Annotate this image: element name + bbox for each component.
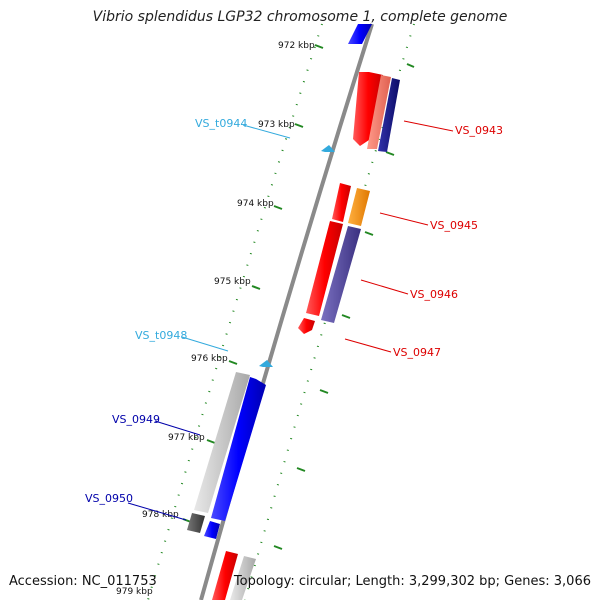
gene-vs0945-red[interactable] (332, 183, 351, 222)
genome-summary: Topology: circular; Length: 3,299,302 bp… (233, 574, 591, 589)
tick-label-977: 977 kbp (168, 433, 205, 443)
map-title: Vibrio splendidus LGP32 chromosome 1, co… (92, 9, 508, 25)
gene-vs0947-red[interactable] (298, 318, 315, 334)
tick-label-976: 976 kbp (191, 354, 228, 364)
tick-label-978: 978 kbp (142, 510, 179, 520)
gene-vs0949-blue[interactable] (211, 377, 266, 521)
trna-t0944[interactable] (321, 145, 335, 152)
trna-t0948[interactable] (259, 360, 273, 367)
gene-vs0943-red[interactable] (353, 72, 383, 146)
tick-label-975: 975 kbp (214, 277, 251, 287)
gene-blue-top[interactable] (348, 24, 372, 44)
gene-vs0950-dark[interactable] (187, 513, 205, 533)
gene-vs0945-orange[interactable] (348, 188, 370, 226)
gene-bottom-grey[interactable] (230, 556, 256, 600)
gene-vs0943-navy[interactable] (378, 78, 400, 152)
tick-label-974: 974 kbp (237, 199, 274, 209)
accession-label: Accession: NC_011753 (9, 574, 157, 589)
label-vs0949[interactable]: VS_0949 (112, 413, 160, 426)
tick-label-979: 979 kbp (116, 587, 153, 597)
tick-label-972: 972 kbp (278, 41, 315, 51)
label-t0944[interactable]: VS_t0944 (195, 117, 247, 130)
label-t0948[interactable]: VS_t0948 (135, 329, 187, 342)
major-ticks (182, 44, 415, 550)
label-vs0943[interactable]: VS_0943 (455, 124, 503, 137)
label-vs0947[interactable]: VS_0947 (393, 346, 441, 359)
gene-vs0943-salmon[interactable] (367, 75, 391, 149)
tick-label-973: 973 kbp (258, 120, 295, 130)
gene-vs0946-red[interactable] (306, 221, 343, 316)
gene-vs0949-grey[interactable] (194, 372, 250, 513)
leader-lines (127, 120, 454, 521)
gene-vs0950-blue[interactable] (204, 521, 220, 539)
label-vs0945[interactable]: VS_0945 (430, 219, 478, 232)
gene-bottom-red[interactable] (212, 551, 238, 600)
gene-vs0946-slate[interactable] (321, 226, 361, 323)
label-vs0950[interactable]: VS_0950 (85, 492, 133, 505)
label-vs0946[interactable]: VS_0946 (410, 288, 458, 301)
